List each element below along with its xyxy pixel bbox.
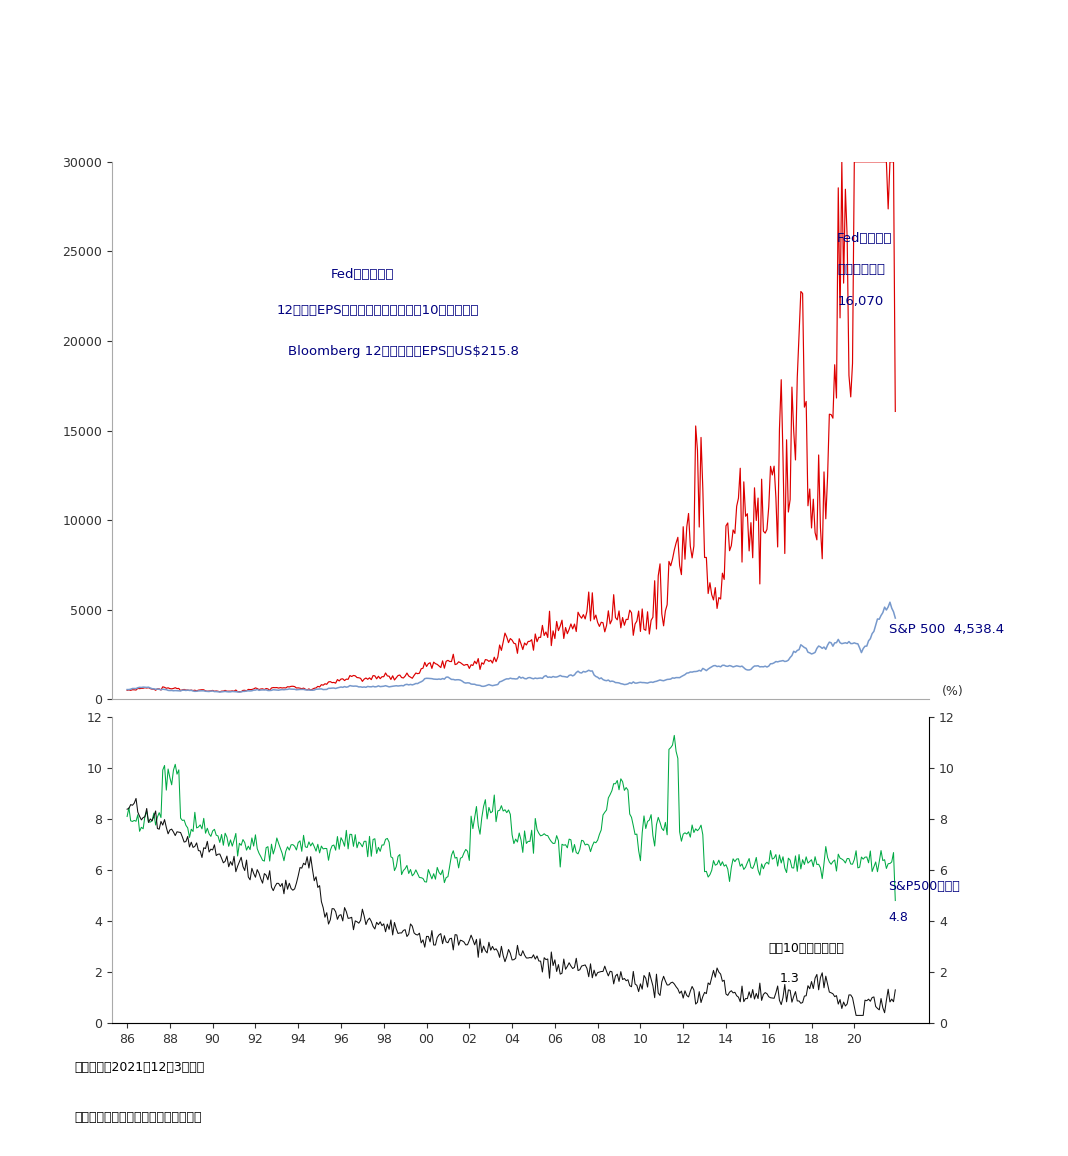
Text: 米国10年国債利回り: 米国10年国債利回り [769, 942, 845, 955]
Text: 1.3: 1.3 [780, 972, 799, 985]
Text: S&P 500  4,538.4: S&P 500 4,538.4 [889, 623, 1004, 636]
Text: 図表 10: 米国 10 年国債利回りと SP500 益回り、: 図表 10: 米国 10 年国債利回りと SP500 益回り、 [19, 25, 538, 54]
Text: S&P500益回り: S&P500益回り [889, 881, 960, 894]
Text: Fed株価モデル: Fed株価モデル [330, 268, 394, 281]
Text: よる妥当株価: よる妥当株価 [837, 262, 885, 276]
Text: および FED モデルの推移: および FED モデルの推移 [19, 94, 261, 121]
Text: (%): (%) [941, 686, 963, 698]
Text: 注：数値は2021年12月3日時点: 注：数値は2021年12月3日時点 [74, 1061, 204, 1074]
Text: Fedモデルに: Fedモデルに [837, 232, 893, 245]
Text: Bloomberg 12か月先予想EPS　US$215.8: Bloomberg 12か月先予想EPS US$215.8 [287, 346, 518, 358]
Text: 4.8: 4.8 [889, 911, 909, 924]
Text: 出所：ブルームバーグ、武者リサーチ: 出所：ブルームバーグ、武者リサーチ [74, 1111, 202, 1124]
Text: 16,070: 16,070 [837, 295, 883, 309]
Text: 12ヵ月先EPSに基づく株式益回り＝10年債利回り: 12ヵ月先EPSに基づく株式益回り＝10年債利回り [277, 304, 480, 317]
